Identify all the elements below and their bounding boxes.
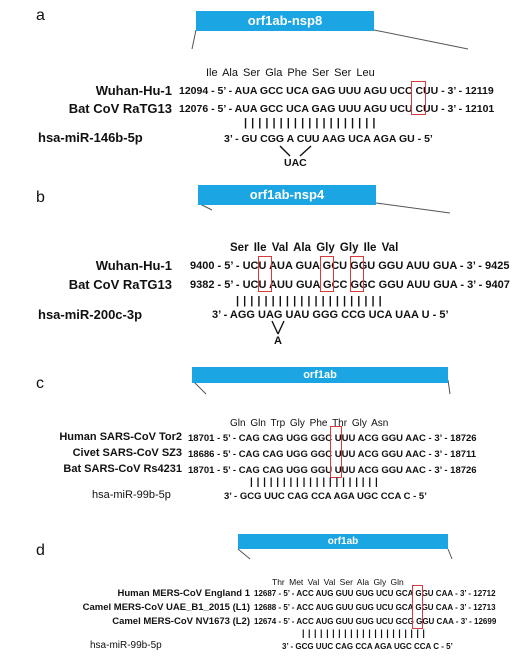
- sequence-row: 18701 - 5’ - CAG CAG UGG GGU UUU ACG GGU…: [188, 465, 477, 476]
- mirna-sequence: 3’ - GU CGG A CUU AAG UCA AGA GU - 5’: [224, 133, 433, 145]
- mirna-sequence: 3’ - GCG UUC CAG CCA AGA UGC CCA C - 5’: [282, 642, 453, 651]
- mirna-label: hsa-miR-200c-3p: [38, 307, 143, 322]
- strain-label: Bat CoV RaTG13: [68, 101, 172, 116]
- gene-banner: orf1ab: [238, 534, 448, 549]
- sequence-row: 12688 - 5’ - ACC AUG GUU GUG UCU GCA GGU…: [254, 603, 496, 612]
- bulge-nucleotides: A: [274, 335, 282, 347]
- base-pairing-lines: | | | | | | | | | | | | | | | | | | | |: [250, 477, 379, 488]
- strain-label: Bat CoV RaTG13: [68, 277, 172, 292]
- panel-letter: c: [36, 375, 44, 392]
- base-pairing-lines: | | | | | | | | | | | | | | | | | | | | …: [302, 628, 426, 638]
- strain-label: Camel MERS-CoV UAE_B1_2015 (L1): [82, 602, 250, 613]
- panel-letter: a: [36, 7, 45, 24]
- sequence-row: 12687 - 5’ - ACC AUG GUU GUG UCU GCA GGU…: [254, 589, 496, 598]
- sequence-row: 12094 - 5’ - AUA GCC UCA GAG UUU AGU UCC…: [179, 85, 494, 97]
- amino-acid-row: Gln Gln Trp Gly Phe Thr Gly Asn: [230, 418, 389, 429]
- amino-acid-row: Ile Ala Ser Gla Phe Ser Ser Leu: [206, 67, 375, 79]
- bulge-nucleotides: UAC: [284, 157, 307, 169]
- sequence-row: 9400 - 5’ - UCU AUA GUA GCU GGU GGU AUU …: [190, 260, 510, 272]
- gene-banner: orf1ab-nsp8: [196, 11, 374, 31]
- strain-label: Camel MERS-CoV NV1673 (L2): [112, 616, 250, 627]
- gene-banner: orf1ab-nsp4: [198, 185, 376, 205]
- strain-label: Wuhan-Hu-1: [95, 258, 172, 273]
- mismatch-highlight: [330, 426, 342, 478]
- sequence-row: 18701 - 5’ - CAG CAG UGG GGC UUU ACG GGU…: [188, 433, 477, 444]
- mirna-label: hsa-miR-99b-5p: [92, 489, 171, 501]
- mismatch-highlight: [411, 81, 426, 115]
- sequence-row: 12076 - 5’ - AUA GCC UCA GAG UUU AGU UCU…: [179, 103, 495, 115]
- amino-acid-row: Thr Met Val Val Ser Ala Gly Gln: [272, 577, 404, 587]
- sequence-row: 18686 - 5’ - CAG CAG UGG GGC UUU ACG GGU…: [188, 449, 477, 460]
- base-pairing-lines: | | | | | | | | | | | | | | | | | | |: [244, 117, 376, 129]
- panel-letter: b: [36, 189, 45, 206]
- mismatch-highlight: [320, 256, 334, 292]
- mirna-label: hsa-miR-146b-5p: [38, 130, 143, 145]
- mirna-label: hsa-miR-99b-5p: [90, 640, 162, 651]
- mismatch-highlight: [412, 585, 423, 629]
- strain-label: Civet SARS-CoV SZ3: [72, 447, 182, 459]
- strain-label: Bat SARS-CoV Rs4231: [63, 463, 182, 475]
- strain-label: Human SARS-CoV Tor2: [59, 431, 182, 443]
- gene-banner: orf1ab: [192, 367, 448, 383]
- strain-label: Human MERS-CoV England 1: [117, 588, 250, 599]
- mismatch-highlight: [258, 256, 272, 292]
- panel-letter: d: [36, 542, 45, 559]
- mirna-sequence: 3’ - AGG UAG UAU GGG CCG UCA UAA U - 5’: [212, 309, 449, 321]
- strain-label: Wuhan-Hu-1: [95, 83, 172, 98]
- sequence-row: 12674 - 5’ - ACC AUG GUU GUG UCU GCG GGU…: [254, 617, 497, 626]
- sequence-row: 9382 - 5’ - UCU AUU GUA GCC GGC GGU AUU …: [190, 279, 510, 291]
- amino-acid-row: Ser Ile Val Ala Gly Gly Ile Val: [230, 242, 399, 254]
- mirna-sequence: 3’ - GCG UUC CAG CCA AGA UGC CCA C - 5’: [224, 491, 427, 502]
- mismatch-highlight: [350, 256, 364, 292]
- base-pairing-lines: | | | | | | | | | | | | | | | | | | | | …: [236, 295, 383, 307]
